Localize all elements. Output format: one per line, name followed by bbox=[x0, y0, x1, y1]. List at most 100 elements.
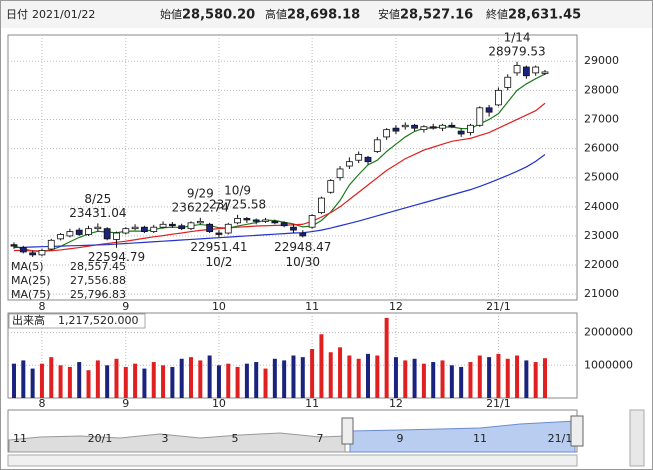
candle-body bbox=[85, 228, 92, 235]
volume-bar bbox=[524, 360, 529, 398]
candle-body bbox=[308, 215, 316, 228]
candle-body bbox=[280, 222, 288, 227]
navigator-label: 3 bbox=[162, 432, 169, 445]
x-tick-label: 21/1 bbox=[486, 397, 511, 410]
candle-body bbox=[47, 239, 55, 250]
header-label: 日付 bbox=[6, 8, 28, 21]
navigator-window bbox=[349, 420, 576, 453]
x-tick-label: 8 bbox=[38, 300, 45, 313]
navigator-handle-right[interactable] bbox=[570, 415, 584, 447]
candle-body bbox=[467, 124, 474, 133]
volume-bar bbox=[58, 365, 63, 398]
volume-bar bbox=[338, 347, 343, 398]
volume-bar bbox=[366, 353, 370, 398]
candle-body bbox=[159, 223, 167, 228]
navigator-label: 9 bbox=[397, 432, 404, 445]
x-tick-label: 10 bbox=[212, 300, 226, 313]
candle-body bbox=[19, 247, 27, 253]
x-tick-label: 8 bbox=[38, 397, 45, 410]
candle-body bbox=[243, 218, 251, 221]
header-value: 28,527.16 bbox=[400, 8, 473, 23]
volume-bar bbox=[440, 360, 445, 398]
volume-bar bbox=[272, 358, 277, 398]
volume-bar bbox=[21, 360, 26, 398]
volume-bar bbox=[319, 334, 324, 398]
header-value: 28,698.18 bbox=[287, 8, 360, 23]
candle-body bbox=[141, 226, 148, 232]
annotation-date: 9/29 bbox=[187, 186, 214, 200]
x-tick-label: 12 bbox=[389, 397, 403, 410]
navigator-label: 7 bbox=[317, 432, 324, 445]
legend-name: MA(25) bbox=[11, 274, 51, 287]
x-tick-label: 12 bbox=[389, 300, 403, 313]
navigator-label: 11 bbox=[13, 432, 27, 445]
header-value: 28,631.45 bbox=[508, 8, 581, 23]
candle-body bbox=[271, 220, 279, 224]
volume-value: 1,217,520.000 bbox=[58, 314, 138, 327]
volume-bar bbox=[310, 348, 315, 398]
candle-body bbox=[196, 220, 204, 224]
candle-body bbox=[476, 107, 484, 126]
y-tick-label: 2000000 bbox=[584, 326, 633, 339]
candle-body bbox=[29, 252, 37, 256]
annotation-value: 23622.74 bbox=[172, 200, 229, 214]
candle-body bbox=[401, 124, 409, 128]
header-label: 高値 bbox=[265, 7, 287, 21]
header-label: 安値 bbox=[378, 7, 400, 21]
candle-body bbox=[383, 129, 391, 138]
navigator-label: 5 bbox=[232, 432, 239, 445]
volume-bar bbox=[356, 358, 361, 398]
candle-body bbox=[318, 197, 325, 214]
volume-bar bbox=[67, 366, 72, 398]
x-tick-label: 9 bbox=[122, 397, 129, 410]
y-tick-label: 29000 bbox=[584, 54, 619, 67]
volume-bar bbox=[263, 368, 268, 398]
volume-bar bbox=[254, 362, 259, 398]
volume-bar bbox=[226, 363, 231, 398]
annotation-value: 22951.41 bbox=[190, 240, 247, 254]
volume-bar bbox=[207, 355, 212, 398]
candle-body bbox=[373, 139, 381, 152]
side-scroll[interactable] bbox=[629, 409, 645, 467]
annotation-date: 10/2 bbox=[205, 255, 232, 269]
volume-bar bbox=[49, 357, 54, 398]
candle-body bbox=[364, 156, 372, 163]
navigator-handle-left[interactable] bbox=[341, 417, 354, 445]
y-tick-label: 24000 bbox=[584, 200, 619, 213]
ma-line bbox=[14, 102, 546, 252]
candle-body bbox=[448, 124, 456, 128]
volume-bar bbox=[496, 353, 501, 398]
volume-bar bbox=[235, 366, 240, 398]
y-tick-label: 22000 bbox=[584, 258, 619, 271]
annotation-value: 23725.58 bbox=[209, 197, 266, 211]
candle-body bbox=[131, 226, 139, 230]
candle-body bbox=[10, 244, 18, 247]
candle-body bbox=[94, 226, 102, 230]
volume-bar bbox=[533, 362, 538, 398]
volume-bar bbox=[468, 362, 473, 398]
y-tick-label: 1000000 bbox=[584, 358, 633, 371]
volume-bar bbox=[403, 360, 408, 398]
volume-bar bbox=[114, 358, 119, 398]
header-label: 始値 bbox=[160, 7, 182, 21]
candle-body bbox=[429, 126, 437, 129]
legend-name: MA(5) bbox=[11, 260, 44, 273]
candle-body bbox=[345, 161, 353, 167]
navigator-label: 11 bbox=[473, 432, 487, 445]
volume-bar bbox=[105, 365, 110, 398]
volume-bar bbox=[328, 352, 333, 398]
volume-bar bbox=[393, 357, 398, 398]
ma-line bbox=[13, 73, 546, 252]
price-panel bbox=[7, 34, 578, 301]
navigator-history bbox=[8, 432, 346, 453]
volume-bar bbox=[123, 366, 128, 398]
candle-body bbox=[299, 232, 307, 237]
volume-bar bbox=[39, 363, 44, 398]
y-tick-label: 27000 bbox=[584, 112, 619, 125]
scrollbar[interactable] bbox=[7, 454, 578, 467]
candle-body bbox=[252, 219, 260, 222]
candle-body bbox=[262, 219, 269, 222]
candle-body bbox=[66, 231, 74, 237]
candle-body bbox=[57, 234, 64, 240]
volume-bar bbox=[375, 355, 380, 398]
